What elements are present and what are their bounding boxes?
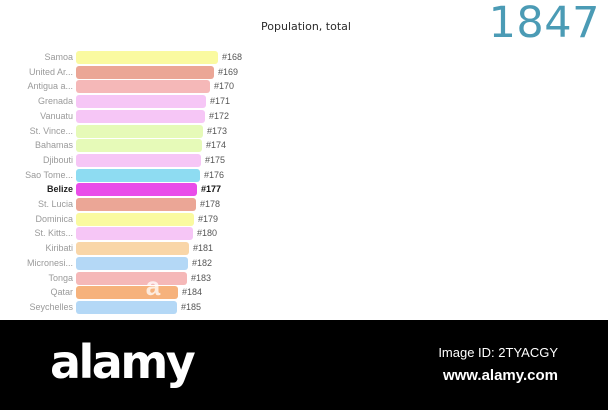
rank-label: #179 xyxy=(198,213,219,224)
rank-label: #178 xyxy=(200,199,221,209)
rank-label: #172 xyxy=(209,110,230,121)
country-label: Kiribati xyxy=(45,243,73,254)
bar xyxy=(76,168,200,182)
bar xyxy=(76,286,178,300)
bar xyxy=(76,227,193,241)
chart-area: Population, total 1847 Samoa #168 United A… xyxy=(25,0,600,314)
bar xyxy=(76,124,203,138)
bar xyxy=(76,242,189,256)
country-label: Grenada xyxy=(37,96,73,107)
bar xyxy=(76,256,188,270)
country-label: St. Kitts... xyxy=(34,228,73,239)
country-label: Bahamas xyxy=(34,140,73,151)
country-label: Tonga xyxy=(48,272,73,283)
rank-label: #169 xyxy=(218,66,239,77)
country-label: United Ar... xyxy=(28,66,73,77)
bar xyxy=(76,109,205,123)
alamy-bar-watermark: a xyxy=(145,271,161,301)
country-label: Dominica xyxy=(35,213,73,224)
rank-label: #177 xyxy=(201,184,222,195)
rank-label: #184 xyxy=(182,287,203,298)
image-id: Image ID: 2TYACGY xyxy=(438,345,558,360)
rank-label: #183 xyxy=(191,272,212,283)
rank-label: #180 xyxy=(197,228,218,239)
rank-label: #181 xyxy=(193,243,214,254)
rank-label: #173 xyxy=(207,125,228,136)
country-label: Seychelles xyxy=(29,301,73,312)
rank-label: #171 xyxy=(210,96,231,107)
rank-label: #175 xyxy=(205,154,226,165)
country-label: Djibouti xyxy=(42,154,73,165)
country-label: Samoa xyxy=(44,52,73,62)
bar xyxy=(76,300,177,314)
bar xyxy=(76,80,210,94)
country-label: Antigua a... xyxy=(27,81,73,92)
bar xyxy=(76,51,218,64)
bar xyxy=(76,198,196,211)
country-label: St. Lucia xyxy=(37,199,73,209)
chart-title: Population, total xyxy=(261,20,351,33)
country-label: St. Vince... xyxy=(29,125,73,136)
bar xyxy=(76,95,206,109)
rank-label: #170 xyxy=(214,81,235,92)
year-counter: 1847 xyxy=(488,0,600,48)
country-label: Vanuatu xyxy=(40,110,73,121)
rank-label: #176 xyxy=(204,169,225,180)
country-label: Qatar xyxy=(50,287,73,298)
bar xyxy=(76,153,201,167)
watermark-footer: alamy Image ID: 2TYACGY www.alamy.com xyxy=(0,320,608,410)
bar xyxy=(76,183,197,197)
country-label: Micronesi... xyxy=(26,257,73,268)
country-label: Sao Tome... xyxy=(25,169,73,180)
bar xyxy=(76,65,214,79)
rank-label: #174 xyxy=(206,140,227,151)
country-label: Belize xyxy=(46,184,73,195)
bar xyxy=(76,271,187,285)
bar xyxy=(76,139,202,153)
site-url: www.alamy.com xyxy=(442,367,558,384)
rank-label: #182 xyxy=(192,257,213,268)
bar xyxy=(76,212,194,226)
rank-label: #168 xyxy=(222,52,243,62)
alamy-logo: alamy xyxy=(50,335,196,389)
rank-label: #185 xyxy=(181,301,202,312)
